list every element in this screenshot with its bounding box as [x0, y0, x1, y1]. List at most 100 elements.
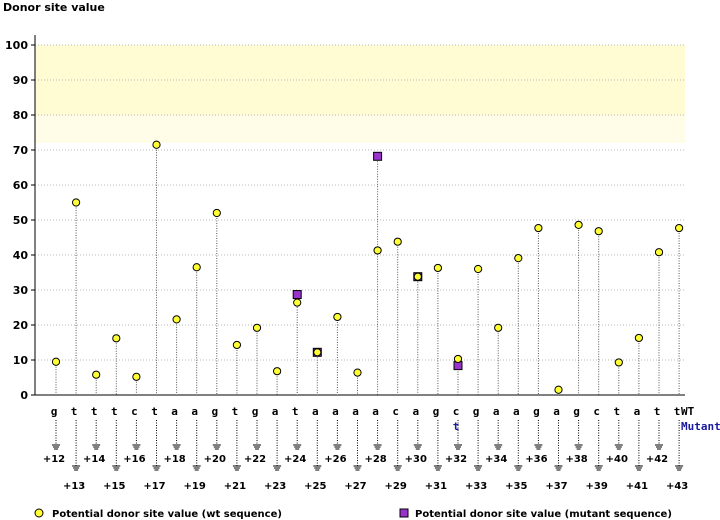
ground-marker	[52, 444, 60, 450]
mutant-point	[373, 151, 383, 161]
gridlines	[35, 44, 685, 361]
wt-point	[232, 340, 241, 350]
wt-point	[92, 370, 101, 379]
wt-base: g	[473, 405, 480, 418]
wt-base: g	[533, 405, 540, 418]
position-label: +38	[565, 454, 587, 465]
ground-marker	[574, 444, 583, 450]
ground-marker	[333, 444, 342, 450]
wt-point	[514, 254, 523, 263]
legend-wt-marker	[34, 508, 44, 518]
position-label: +22	[244, 454, 266, 465]
ground-marker	[454, 444, 462, 450]
y-axis-label: Donor site value	[3, 1, 105, 14]
y-tick-label: 40	[13, 249, 29, 262]
wt-point	[72, 198, 81, 207]
position-label: +20	[204, 454, 226, 465]
position-label: +43	[666, 481, 688, 492]
wt-point	[353, 368, 362, 377]
position-label: +25	[304, 481, 326, 492]
wt-point	[333, 312, 342, 322]
y-tick-label: 90	[13, 74, 29, 87]
ground-marker	[655, 444, 663, 450]
wt-point	[152, 140, 161, 149]
wt-base: g	[433, 405, 440, 418]
ground-marker	[534, 444, 543, 450]
legend-mutant-label: Potential donor site value (mutant seque…	[415, 509, 672, 520]
wt-point	[574, 220, 583, 229]
position-label: +24	[284, 454, 306, 465]
wt-point	[252, 323, 262, 332]
y-tick-label: 20	[13, 319, 29, 332]
ground-marker	[112, 465, 121, 471]
legend-mutant-marker	[399, 508, 409, 518]
y-tick-label: 50	[13, 214, 29, 227]
wt-point	[554, 385, 563, 394]
ground-marker	[675, 465, 684, 471]
ground-marker	[433, 465, 442, 471]
position-label: +27	[344, 481, 366, 492]
ground-marker	[393, 465, 402, 471]
wt-point	[273, 367, 282, 376]
ground-marker	[132, 444, 141, 450]
wt-base: g	[51, 405, 58, 418]
wt-base: t	[232, 405, 239, 418]
wt-base: a	[272, 405, 279, 418]
wt-point	[594, 227, 603, 236]
wt-base: t	[674, 405, 681, 418]
position-label: +15	[103, 481, 125, 492]
ground-marker	[514, 465, 523, 471]
mutant-row-label: Mutant	[681, 420, 720, 433]
wt-point	[474, 264, 483, 274]
position-label: +41	[626, 481, 648, 492]
position-label: +42	[646, 454, 668, 465]
wt-base: a	[191, 405, 198, 418]
position-label: +17	[143, 481, 165, 492]
position-label: +18	[163, 454, 185, 465]
sequence-rows: g +12 t +13 t +14 t +15 c +16 t +17 a +18 a +19 g +20 t +21…	[43, 405, 688, 492]
wt-base: a	[312, 405, 319, 418]
ground-marker	[634, 465, 643, 471]
wt-base: t	[654, 405, 661, 418]
wt-point	[132, 372, 141, 381]
position-label: +31	[425, 481, 447, 492]
wt-base: c	[131, 405, 138, 418]
ground-marker	[413, 444, 422, 450]
wt-point	[112, 334, 121, 343]
ground-marker	[232, 465, 241, 471]
ground-marker	[373, 444, 382, 450]
position-label: +14	[83, 454, 105, 465]
position-label: +39	[586, 481, 608, 492]
ground-marker	[594, 465, 603, 471]
ground-marker	[313, 465, 322, 471]
wt-base: t	[151, 405, 158, 418]
wt-point	[494, 323, 503, 332]
wt-point	[534, 223, 543, 233]
y-tick-label: 70	[13, 144, 29, 157]
position-label: +35	[505, 481, 527, 492]
wt-point	[373, 246, 382, 255]
position-label: +26	[324, 454, 346, 465]
wt-point	[393, 237, 402, 246]
wt-point	[433, 263, 442, 273]
wt-base: t	[613, 405, 620, 418]
y-tick-label: 0	[20, 389, 28, 402]
wt-base: a	[513, 405, 520, 418]
position-label: +21	[224, 481, 246, 492]
wt-point	[634, 333, 644, 343]
wt-base: g	[211, 405, 218, 418]
wt-point	[172, 315, 181, 324]
y-tick-label: 30	[13, 284, 29, 297]
ground-marker	[253, 444, 261, 450]
wt-point	[654, 248, 664, 257]
ground-marker	[273, 465, 282, 471]
position-label: +13	[63, 481, 85, 492]
ground-marker	[212, 444, 221, 450]
y-tick-label: 80	[13, 109, 29, 122]
y-tick-label: 60	[13, 179, 29, 192]
wt-base: a	[553, 405, 560, 418]
ground-marker	[92, 444, 101, 450]
position-label: +23	[264, 481, 286, 492]
wt-base: c	[593, 405, 600, 418]
highlight-band	[35, 45, 685, 143]
